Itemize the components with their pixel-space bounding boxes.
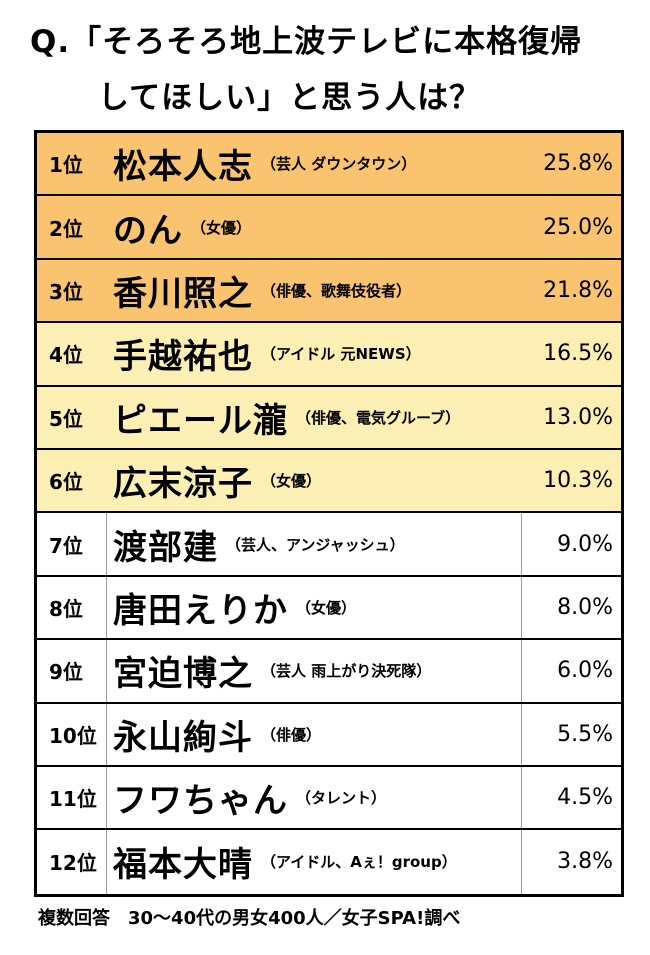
person-name: 松本人志 xyxy=(113,147,253,188)
vote-percent: 8.0% xyxy=(521,576,621,639)
vote-percent: 13.0% xyxy=(543,404,613,430)
rank-label: 3位 xyxy=(49,279,83,304)
ranking-row: 2位 のん （女優） 25.0% xyxy=(37,196,621,260)
vote-percent: 10.3% xyxy=(543,468,613,494)
person-note: （俳優、電気グルーブ） xyxy=(296,408,461,427)
person-note: （芸人 雨上がり決死隊） xyxy=(261,662,432,681)
person-name: 永山絢斗 xyxy=(113,717,253,758)
rank-label: 8位 xyxy=(37,576,107,639)
person-note: （俳優、歌舞伎役者） xyxy=(261,281,412,300)
rank-label: 11位 xyxy=(37,766,107,829)
person-cell: 宮迫博之 （芸人 雨上がり決死隊） xyxy=(107,640,521,701)
person-note: （アイドル 元NEWS） xyxy=(261,345,421,364)
ranking-row: 10位 永山絢斗 （俳優） 5.5% xyxy=(37,703,621,767)
vote-percent: 16.5% xyxy=(543,341,613,367)
person-cell: 唐田えりか （女優） xyxy=(107,577,521,638)
ranking-row: 4位 手越祐也 （アイドル 元NEWS） 16.5% xyxy=(37,323,621,387)
person-name: 広末涼子 xyxy=(113,464,253,505)
vote-percent: 21.8% xyxy=(543,277,613,303)
question-line-2: してほしい」と思う人は？ xyxy=(98,80,482,116)
person-note: （女優） xyxy=(296,598,357,617)
survey-footnote: 複数回答 30〜40代の男女400人／女子SPA!調べ xyxy=(38,908,461,929)
rank-label: 2位 xyxy=(49,216,83,241)
vote-percent: 3.8% xyxy=(521,830,621,894)
question-title: Q.「そろそろ地上波テレビに本格復帰 してほしい」と思う人は？ xyxy=(30,14,582,126)
person-cell: 永山絢斗 （俳優） xyxy=(107,704,521,765)
rank-label: 9位 xyxy=(37,640,107,702)
rank-label: 10位 xyxy=(37,703,107,765)
vote-percent: 6.0% xyxy=(521,640,621,702)
ranking-table: 1位 松本人志 （芸人 ダウンタウン） 25.8% 2位 のん （女優） 25.0% 3位 香川照… xyxy=(34,130,624,897)
person-cell: のん （女優） xyxy=(107,196,521,257)
ranking-row: 12位 福本大晴 （アイドル、Aぇ！group） 3.8% xyxy=(37,830,621,894)
person-note: （芸人 ダウンタウン） xyxy=(261,155,417,174)
vote-percent: 25.0% xyxy=(543,214,613,240)
person-note: （タレント） xyxy=(296,789,387,808)
person-cell: 手越祐也 （アイドル 元NEWS） xyxy=(107,323,521,384)
rank-label: 5位 xyxy=(49,406,83,431)
ranking-row: 8位 唐田えりか （女優） 8.0% xyxy=(37,576,621,641)
ranking-row: 3位 香川照之 （俳優、歌舞伎役者） 21.8% xyxy=(37,259,621,324)
person-name: 手越祐也 xyxy=(113,337,253,378)
ranking-row: 7位 渡部建 （芸人、アンジャッシュ） 9.0% xyxy=(37,513,621,577)
person-name: ピエール瀧 xyxy=(113,400,288,441)
question-line-1: Q.「そろそろ地上波テレビに本格復帰 xyxy=(30,24,583,60)
person-name: のん xyxy=(113,210,183,251)
person-cell: 広末涼子 （女優） xyxy=(107,450,521,511)
vote-percent: 5.5% xyxy=(521,703,621,765)
person-note: （女優） xyxy=(261,472,322,491)
person-name: 渡部建 xyxy=(113,527,218,568)
vote-percent: 9.0% xyxy=(521,513,621,575)
rank-label: 12位 xyxy=(37,830,107,894)
person-note: （芸人、アンジャッシュ） xyxy=(226,535,405,554)
person-cell: ピエール瀧 （俳優、電気グルーブ） xyxy=(107,387,521,448)
person-name: 福本大晴 xyxy=(113,845,253,886)
ranking-row: 9位 宮迫博之 （芸人 雨上がり決死隊） 6.0% xyxy=(37,640,621,704)
ranking-row: 5位 ピエール瀧 （俳優、電気グルーブ） 13.0% xyxy=(37,386,621,450)
rank-label: 1位 xyxy=(49,153,83,178)
person-name: 唐田えりか xyxy=(113,590,288,631)
person-name: フワちゃん xyxy=(113,781,288,822)
rank-label: 7位 xyxy=(37,513,107,575)
person-cell: 松本人志 （芸人 ダウンタウン） xyxy=(107,133,521,194)
rank-label: 4位 xyxy=(49,343,83,368)
ranking-row: 11位 フワちゃん （タレント） 4.5% xyxy=(37,766,621,831)
person-note: （女優） xyxy=(191,218,252,237)
person-name: 宮迫博之 xyxy=(113,654,253,695)
person-cell: 香川照之 （俳優、歌舞伎役者） xyxy=(107,260,521,321)
person-name: 香川照之 xyxy=(113,273,253,314)
person-cell: 福本大晴 （アイドル、Aぇ！group） xyxy=(107,830,521,893)
rank-label: 6位 xyxy=(49,470,83,495)
person-note: （俳優） xyxy=(261,725,322,744)
person-cell: 渡部建 （芸人、アンジャッシュ） xyxy=(107,513,521,574)
person-note: （アイドル、Aぇ！group） xyxy=(261,853,457,872)
vote-percent: 4.5% xyxy=(521,766,621,829)
vote-percent: 25.8% xyxy=(543,151,613,177)
person-cell: フワちゃん （タレント） xyxy=(107,767,521,828)
ranking-row: 6位 広末涼子 （女優） 10.3% xyxy=(37,449,621,514)
ranking-row: 1位 松本人志 （芸人 ダウンタウン） 25.8% xyxy=(37,133,621,197)
